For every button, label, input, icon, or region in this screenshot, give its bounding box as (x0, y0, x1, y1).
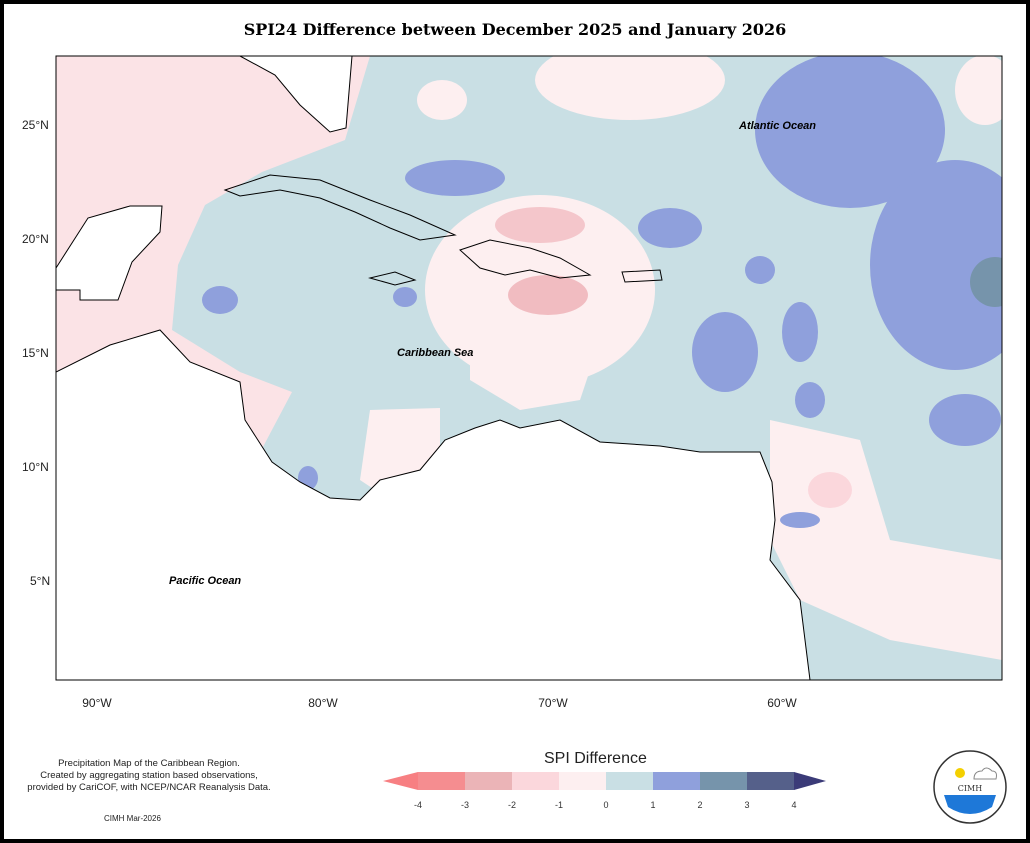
spi-map-figure: SPI24 Difference between December 2025 a… (4, 4, 1026, 839)
legend-tick: -2 (507, 800, 516, 810)
water-icon (944, 795, 996, 814)
sun-icon (955, 768, 965, 778)
legend-tick: 3 (744, 800, 750, 810)
spi-pink-ne (955, 56, 1002, 125)
legend-tick: 1 (650, 800, 656, 810)
lon-tick: 70°W (538, 696, 568, 710)
spi-blue-4 (782, 302, 818, 362)
land-south-central-america (56, 329, 811, 680)
legend-tick: -1 (554, 800, 563, 810)
cuba-outline (223, 174, 457, 241)
lon-tick: 90°W (82, 696, 112, 710)
map-title: SPI24 Difference between December 2025 a… (243, 20, 787, 39)
credit-stamp: CIMH Mar-2026 (104, 814, 161, 823)
cimh-logo: CIMH (933, 750, 1007, 824)
legend-colorbar (383, 772, 826, 790)
spi-pink-south (470, 330, 600, 410)
spi-blue-5 (929, 394, 1001, 446)
credit-line: Created by aggregating station based obs… (40, 770, 258, 781)
spi-pink-dark-2 (508, 275, 588, 315)
legend-tick: -4 (413, 800, 422, 810)
legend-tick: 4 (791, 800, 797, 810)
spi-blue-3 (692, 312, 758, 392)
logo-text: CIMH (958, 784, 982, 793)
legend-swatch (606, 772, 654, 790)
spi-pink-north-2 (417, 80, 467, 120)
spi-blue-7 (745, 256, 775, 284)
spi-blue-9 (393, 287, 417, 307)
legend-swatch (653, 772, 701, 790)
land-mexico (56, 205, 163, 301)
legend-swatch (747, 772, 795, 790)
lat-tick: 5°N (30, 574, 51, 588)
spi-blue-east-dark (970, 257, 1002, 307)
legend-swatch (700, 772, 748, 790)
credit-line: provided by CariCOF, with NCEP/NCAR Rean… (27, 782, 271, 793)
land-florida (239, 56, 353, 133)
legend-swatch (512, 772, 560, 790)
spi-pink-se-dark (808, 472, 852, 508)
cloud-icon (973, 767, 997, 780)
credit-line: Precipitation Map of the Caribbean Regio… (58, 758, 240, 769)
lon-tick: 60°W (767, 696, 797, 710)
legend-tick: 0 (603, 800, 609, 810)
spi-blue-guyana (780, 512, 820, 528)
legend-swatch (559, 772, 607, 790)
map-area (56, 56, 1002, 680)
legend-tick: 2 (697, 800, 703, 810)
lat-tick: 10°N (22, 460, 49, 474)
lat-tick: 20°N (22, 232, 49, 246)
label-caribbean-sea: Caribbean Sea (397, 347, 474, 359)
label-pacific-ocean: Pacific Ocean (169, 575, 242, 587)
map-frame (55, 55, 1003, 681)
spi-pink-north (535, 56, 725, 120)
legend-swatch (418, 772, 466, 790)
legend-title: SPI Difference (544, 750, 647, 767)
spi-blue-8 (202, 286, 238, 314)
legend-arrow-low (383, 772, 418, 790)
spi-blue-bahamas (405, 160, 505, 196)
spi-blue-east (870, 160, 1002, 370)
credit-text: Precipitation Map of the Caribbean Regio… (4, 758, 294, 794)
legend-swatch (465, 772, 513, 790)
spi-blue-2 (638, 208, 702, 248)
hispaniola-outline (459, 239, 592, 279)
puerto-rico-outline (621, 269, 663, 283)
spi-pink-dark-1 (495, 207, 585, 243)
lat-tick: 15°N (22, 346, 49, 360)
spi-blue-atlantic (755, 56, 945, 208)
map-svg (55, 55, 1003, 681)
legend-arrow-high (794, 772, 826, 790)
spi-pink-sw (360, 408, 440, 500)
lat-tick: 25°N (22, 118, 49, 132)
spi-blue-6 (795, 382, 825, 418)
jamaica-outline (368, 271, 417, 286)
legend-tick: -3 (460, 800, 469, 810)
lon-tick: 80°W (308, 696, 338, 710)
label-atlantic-ocean: Atlantic Ocean (739, 120, 817, 132)
